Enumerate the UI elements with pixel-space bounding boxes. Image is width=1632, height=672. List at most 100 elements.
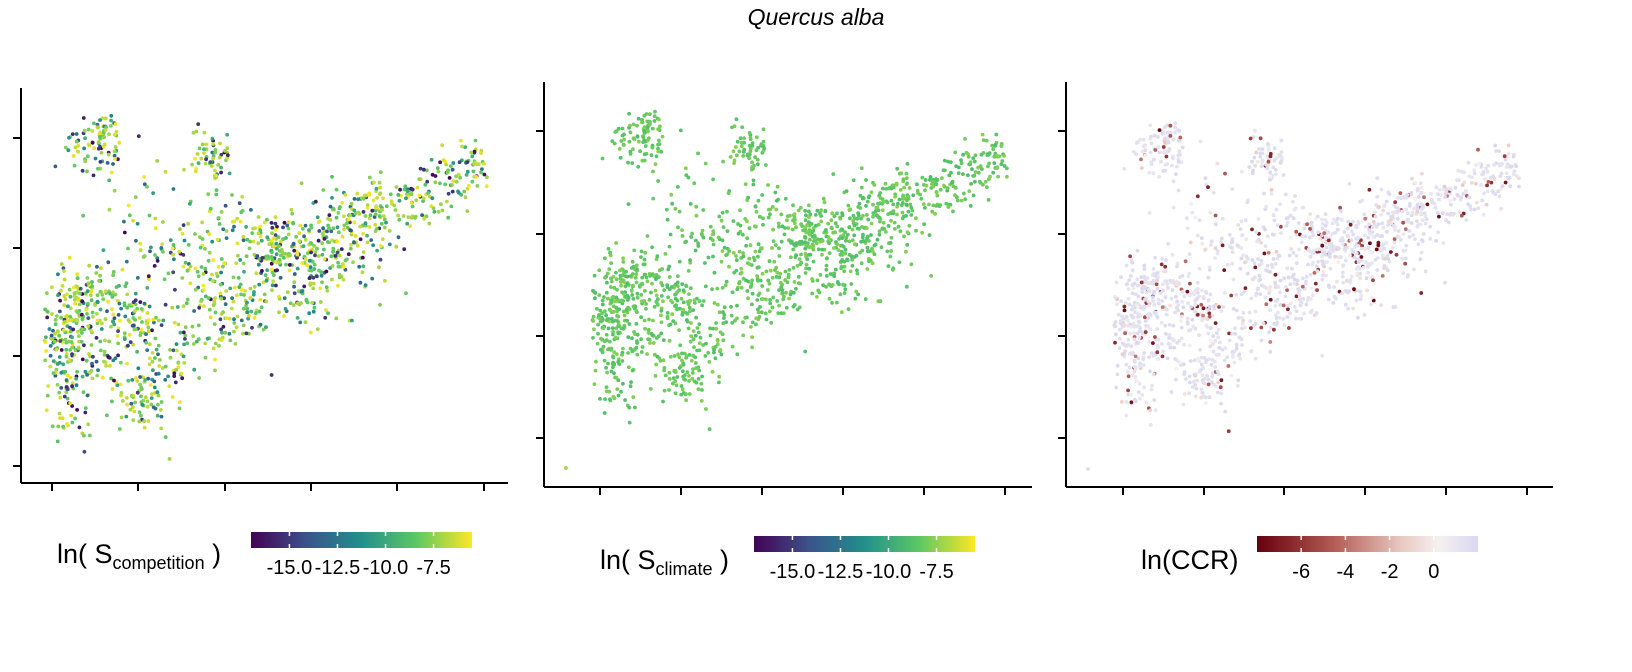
- data-point: [699, 381, 704, 386]
- data-point: [653, 109, 657, 114]
- data-point: [771, 227, 775, 232]
- data-point: [1219, 240, 1223, 244]
- data-point: [883, 181, 888, 186]
- data-point: [627, 365, 631, 370]
- data-point: [255, 254, 260, 258]
- data-point: [635, 339, 639, 343]
- data-point: [250, 325, 254, 330]
- data-point: [451, 161, 456, 165]
- data-point: [1416, 222, 1421, 227]
- data-point: [318, 300, 323, 304]
- data-point: [651, 196, 656, 201]
- data-point: [726, 191, 731, 196]
- data-point: [590, 318, 595, 322]
- data-point: [860, 235, 865, 240]
- data-point: [658, 124, 662, 129]
- data-point: [138, 300, 143, 304]
- data-point: [1208, 339, 1213, 343]
- data-point: [153, 336, 158, 341]
- data-point: [1238, 266, 1243, 271]
- data-point: [240, 194, 245, 199]
- data-point: [118, 360, 123, 365]
- data-point: [918, 192, 922, 197]
- data-point: [646, 337, 650, 341]
- data-point: [50, 337, 55, 341]
- data-point: [1236, 223, 1241, 227]
- data-point: [365, 205, 370, 210]
- data-point: [1492, 177, 1497, 181]
- data-point: [1086, 467, 1090, 471]
- data-point: [1255, 159, 1260, 164]
- data-point: [102, 353, 107, 357]
- data-point: [456, 190, 461, 195]
- data-point: [697, 322, 702, 327]
- data-point: [86, 316, 91, 320]
- data-point: [168, 348, 172, 352]
- data-point: [1139, 157, 1143, 162]
- data-point: [707, 427, 712, 432]
- data-point: [1321, 238, 1326, 243]
- data-point: [96, 368, 100, 372]
- data-point: [1419, 211, 1423, 216]
- data-point: [1198, 139, 1203, 144]
- data-point: [355, 243, 360, 248]
- data-point: [1322, 231, 1327, 236]
- data-point: [833, 221, 838, 226]
- data-point: [680, 351, 684, 356]
- data-point: [748, 149, 753, 154]
- data-point: [340, 201, 345, 205]
- data-point: [474, 175, 479, 179]
- data-point: [824, 284, 828, 289]
- data-point: [82, 343, 86, 348]
- data-point: [68, 401, 73, 406]
- data-point: [733, 318, 737, 323]
- data-point: [734, 258, 739, 263]
- data-point: [602, 358, 607, 363]
- data-point: [923, 178, 928, 182]
- data-point: [252, 252, 257, 257]
- data-point: [292, 248, 297, 253]
- data-point: [594, 359, 598, 364]
- data-point: [1170, 163, 1174, 168]
- data-point: [328, 204, 333, 209]
- data-point: [761, 127, 766, 132]
- data-point: [216, 163, 221, 167]
- data-point: [1308, 212, 1313, 217]
- data-point: [599, 336, 603, 341]
- data-point: [1130, 291, 1135, 296]
- data-point: [949, 170, 953, 175]
- data-point: [139, 328, 144, 332]
- data-point: [367, 175, 372, 180]
- data-point: [1223, 409, 1228, 414]
- data-point: [1147, 340, 1152, 344]
- data-point: [141, 398, 146, 403]
- data-point: [1337, 289, 1342, 294]
- data-point: [956, 171, 961, 176]
- data-point: [734, 254, 738, 258]
- data-point: [84, 307, 89, 312]
- data-point: [172, 320, 177, 325]
- data-point: [1180, 274, 1185, 278]
- data-point: [176, 365, 181, 369]
- data-point: [1285, 266, 1290, 271]
- data-point: [156, 352, 160, 357]
- data-point: [799, 252, 803, 257]
- data-point: [48, 353, 53, 358]
- data-point: [748, 243, 753, 248]
- data-point: [735, 139, 740, 144]
- data-point: [773, 243, 778, 248]
- data-point: [172, 257, 176, 262]
- data-point: [747, 156, 751, 161]
- data-point: [1156, 297, 1161, 302]
- data-point: [1347, 181, 1352, 186]
- data-point: [1182, 294, 1187, 299]
- data-point: [185, 268, 190, 273]
- data-point: [396, 235, 401, 240]
- data-point: [642, 138, 647, 143]
- data-point: [1405, 192, 1410, 197]
- data-point: [1503, 157, 1508, 162]
- data-point: [1173, 121, 1178, 126]
- data-point: [219, 210, 224, 214]
- data-point: [1157, 150, 1162, 155]
- data-point: [1197, 266, 1202, 271]
